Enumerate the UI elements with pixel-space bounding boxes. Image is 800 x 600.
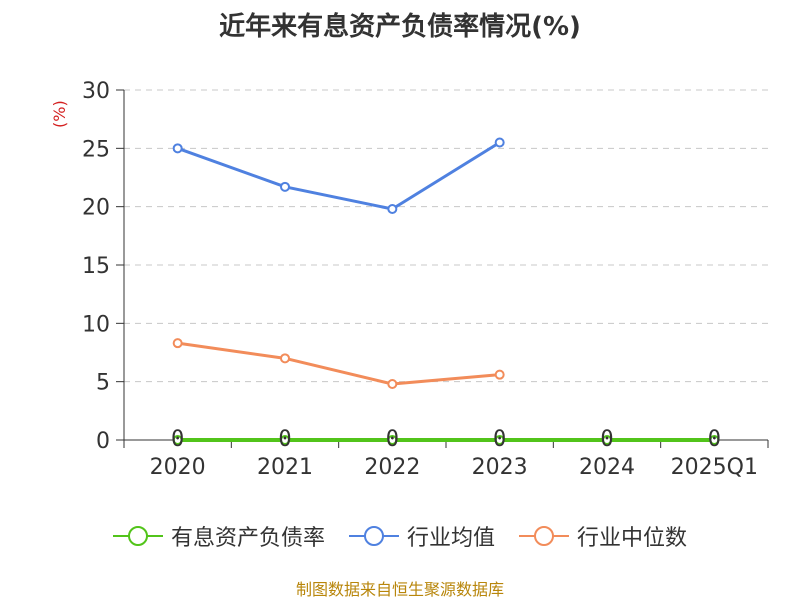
y-tick-label: 25 [82,137,110,162]
series-line-2 [177,341,500,386]
data-point [602,435,612,445]
data-point [494,435,505,445]
y-tick-label: 5 [96,371,110,396]
x-tick-label: 2022 [364,455,420,480]
y-tick-label: 0 [96,429,110,454]
legend-item[interactable]: 有息资产负债率 [112,520,325,552]
data-source-note: 制图数据来自恒生聚源数据库 [295,580,504,599]
data-point [494,137,505,148]
data-point [172,143,183,154]
legend-swatch [348,526,399,546]
series-line-1 [177,141,501,211]
x-tick-label: 2024 [579,455,635,480]
data-point [172,338,183,349]
data-point [387,435,398,445]
data-point [172,435,183,445]
x-tick-label: 2023 [472,455,528,480]
legend-label: 有息资产负债率 [170,526,325,551]
legend-label: 行业中位数 [577,526,688,551]
legend-marker [534,526,554,546]
data-point [280,353,290,364]
data-label: 0 [278,427,291,452]
y-tick-label: 15 [82,254,110,279]
legend-marker [363,526,384,546]
data-point [280,181,290,192]
legend-item[interactable]: 行业中位数 [519,520,687,552]
chart-title: 近年来有息资产负债率情况(%) [219,12,581,42]
data-label: 0 [386,427,399,452]
data-label: 0 [493,427,506,452]
chart-legend: 有息资产负债率 行业均值 行业中位数 [0,518,800,554]
data-label: 0 [708,427,721,452]
legend-swatch [112,526,163,546]
legend-label: 行业均值 [406,526,495,551]
data-label: 0 [600,427,613,452]
legend-item[interactable]: 行业均值 [348,520,495,552]
x-tick-label: 2020 [150,455,206,480]
x-tick-label: 2021 [257,455,313,480]
data-point [387,379,398,389]
y-tick-label: 30 [82,79,110,104]
data-point [387,204,398,214]
data-point [494,369,505,380]
y-tick-label: 20 [82,196,110,221]
x-tick-label: 2025Q1 [671,455,758,480]
y-tick-label: 10 [82,312,110,337]
data-point [280,435,290,445]
data-label: 0 [171,427,184,452]
data-point [709,435,720,445]
legend-marker [127,526,148,546]
legend-swatch [519,526,569,546]
